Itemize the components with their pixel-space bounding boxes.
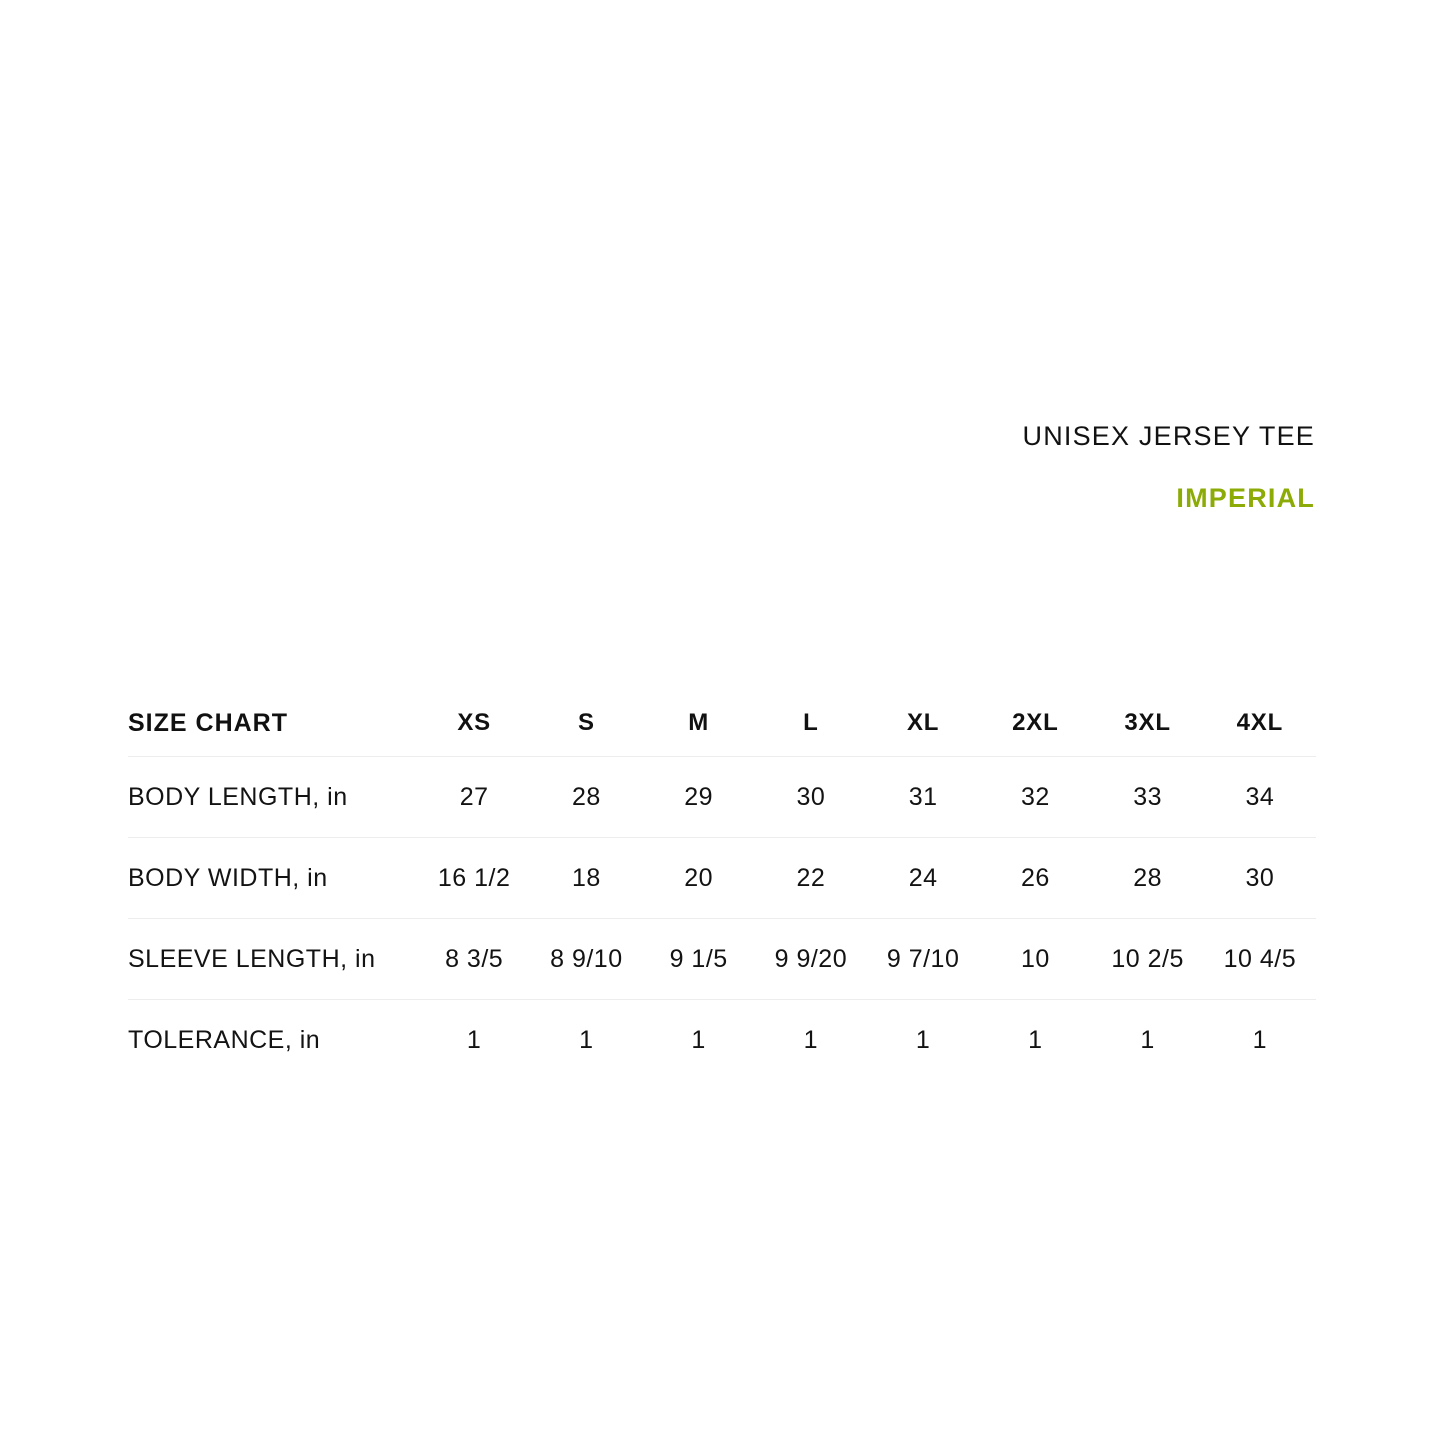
cell-body-length-xs: 27	[418, 756, 531, 838]
cell-body-length-xl: 31	[867, 756, 980, 838]
row-label-sleeve-length: SLEEVE LENGTH, in	[128, 918, 418, 1000]
table-row: SLEEVE LENGTH, in 8 3/5 8 9/10 9 1/5 9 9…	[128, 918, 1316, 1000]
cell-body-width-m: 20	[642, 837, 755, 919]
column-header-2xl: 2XL	[979, 690, 1092, 757]
cell-tolerance-4xl: 1	[1252, 1025, 1268, 1054]
size-chart-table: SIZE CHART XS S M L XL 2XL 3XL 4XL BODY …	[128, 690, 1316, 1080]
cell-body-length-2xl: 32	[979, 756, 1092, 838]
cell-sleeve-length-xl: 9 7/10	[867, 918, 980, 1000]
cell-body-length-3xl: 33	[1091, 756, 1204, 838]
cell-body-length-4xl: 34	[1203, 756, 1316, 838]
cell-tolerance-2xl: 1	[1028, 1025, 1043, 1054]
cell-tolerance-m: 1	[691, 1025, 706, 1054]
row-label-tolerance: TOLERANCE, in	[128, 1025, 321, 1054]
cell-sleeve-length-2xl: 10	[979, 918, 1092, 1000]
column-header-xl: XL	[867, 690, 980, 757]
column-header-4xl: 4XL	[1203, 690, 1316, 757]
size-chart-container: SIZE CHART XS S M L XL 2XL 3XL 4XL BODY …	[128, 690, 1316, 1080]
cell-body-width-4xl: 30	[1203, 837, 1316, 919]
table-row: TOLERANCE, in 1 1 1 1 1 1 1 1	[128, 1000, 1316, 1081]
table-row: BODY WIDTH, in 16 1/2 18 20 22 24 26 28 …	[128, 837, 1316, 919]
column-header-l: L	[754, 690, 867, 757]
cell-body-width-3xl: 28	[1091, 837, 1204, 919]
cell-body-length-m: 29	[642, 756, 755, 838]
column-header-xs: XS	[418, 690, 531, 757]
size-chart-title: SIZE CHART	[128, 690, 418, 757]
cell-sleeve-length-xs: 8 3/5	[418, 918, 531, 1000]
cell-body-width-2xl: 26	[979, 837, 1092, 919]
table-body: BODY LENGTH, in 27 28 29 30 31 32 33 34 …	[128, 756, 1316, 1081]
column-header-s: S	[530, 690, 643, 757]
cell-tolerance-3xl: 1	[1140, 1025, 1155, 1054]
unit-system-label: IMPERIAL	[1176, 483, 1315, 514]
chart-header: UNISEX JERSEY TEE IMPERIAL	[0, 420, 1315, 515]
row-label-body-length: BODY LENGTH, in	[128, 756, 418, 838]
cell-body-length-s: 28	[530, 756, 643, 838]
cell-body-width-xl: 24	[867, 837, 980, 919]
cell-sleeve-length-l: 9 9/20	[754, 918, 867, 1000]
cell-sleeve-length-m: 9 1/5	[642, 918, 755, 1000]
cell-tolerance-l: 1	[803, 1025, 819, 1054]
table-row: BODY LENGTH, in 27 28 29 30 31 32 33 34	[128, 756, 1316, 838]
cell-sleeve-length-4xl: 10 4/5	[1203, 918, 1316, 1000]
cell-sleeve-length-s: 8 9/10	[530, 918, 643, 1000]
table-head: SIZE CHART XS S M L XL 2XL 3XL 4XL	[128, 690, 1316, 757]
column-header-m: M	[642, 690, 755, 757]
row-label-body-width: BODY WIDTH, in	[128, 837, 418, 919]
cell-body-width-l: 22	[754, 837, 867, 919]
cell-body-width-s: 18	[530, 837, 643, 919]
cell-tolerance-xs: 1	[466, 1025, 482, 1054]
cell-sleeve-length-3xl: 10 2/5	[1091, 918, 1204, 1000]
cell-tolerance-s: 1	[579, 1025, 594, 1054]
cell-tolerance-xl: 1	[915, 1025, 931, 1054]
cell-body-width-xs: 16 1/2	[418, 837, 531, 919]
table-header-row: SIZE CHART XS S M L XL 2XL 3XL 4XL	[128, 690, 1316, 757]
page-title: UNISEX JERSEY TEE	[1022, 421, 1315, 451]
column-header-3xl: 3XL	[1091, 690, 1204, 757]
cell-body-length-l: 30	[754, 756, 867, 838]
